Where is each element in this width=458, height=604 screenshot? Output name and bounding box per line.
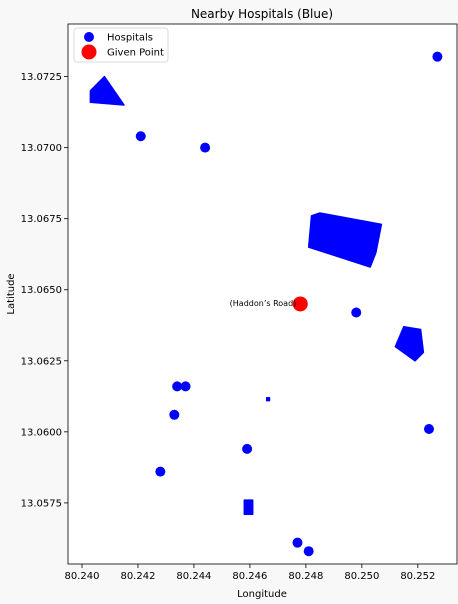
hospital-polygon: [243, 499, 254, 516]
x-axis-ticks: 80.240 80.242 80.244 80.246 80.248 80.250 80.2…: [64, 564, 435, 582]
x-axis-label: Longitude: [237, 589, 287, 600]
hospital-polygon: [307, 212, 383, 268]
y-tick-label: 13.0650: [21, 285, 62, 296]
hospital-marker: [180, 381, 191, 392]
x-tick-label: 80.252: [400, 571, 435, 582]
legend-label: Hospitals: [107, 33, 153, 44]
hospital-marker: [292, 537, 303, 548]
y-tick-label: 13.0625: [21, 356, 62, 367]
hospital-marker: [242, 443, 253, 454]
x-tick-label: 80.250: [344, 571, 379, 582]
y-tick-label: 13.0725: [21, 72, 62, 83]
legend: Hospitals Given Point: [73, 27, 169, 63]
hospital-marker: [155, 466, 166, 477]
hospital-marker: [200, 142, 211, 153]
hospital-marker: [172, 381, 183, 392]
y-tick-label: 13.0675: [21, 214, 62, 225]
legend-label: Given Point: [107, 48, 164, 59]
legend-given-point-marker: [81, 44, 97, 60]
hospital-polygon: [394, 325, 425, 362]
hospital-marker: [432, 51, 443, 62]
legend-box: [73, 27, 169, 63]
hospital-points: [135, 51, 443, 557]
hospital-marker: [351, 307, 362, 318]
x-tick-label: 80.244: [176, 571, 211, 582]
hospital-marker: [424, 424, 435, 434]
annotations: (Haddon’s Road): [230, 299, 297, 308]
x-tick-label: 80.248: [288, 571, 323, 582]
x-tick-label: 80.246: [232, 571, 267, 582]
hospital-marker: [169, 409, 180, 420]
y-tick-label: 13.0700: [21, 143, 62, 154]
y-tick-label: 13.0575: [21, 498, 62, 509]
given-point-marker: [292, 296, 308, 312]
hospital-marker: [135, 131, 146, 142]
hospital-polygon: [265, 396, 271, 402]
hospital-marker: [303, 546, 314, 557]
chart-title: Nearby Hospitals (Blue): [191, 7, 333, 21]
x-tick-label: 80.242: [120, 571, 155, 582]
legend-hospital-marker: [84, 32, 94, 42]
y-axis-label: Latitude: [6, 273, 17, 314]
hospital-polygon: [89, 75, 125, 106]
y-tick-label: 13.0600: [21, 427, 62, 438]
hospital-polygons: [89, 75, 425, 516]
point-annotation: (Haddon’s Road): [230, 299, 297, 308]
x-tick-label: 80.240: [64, 571, 99, 582]
y-axis-ticks: 13.0575 13.0600 13.0625 13.0650 13.0675 13.07…: [21, 72, 68, 509]
plot-area: [67, 23, 458, 565]
